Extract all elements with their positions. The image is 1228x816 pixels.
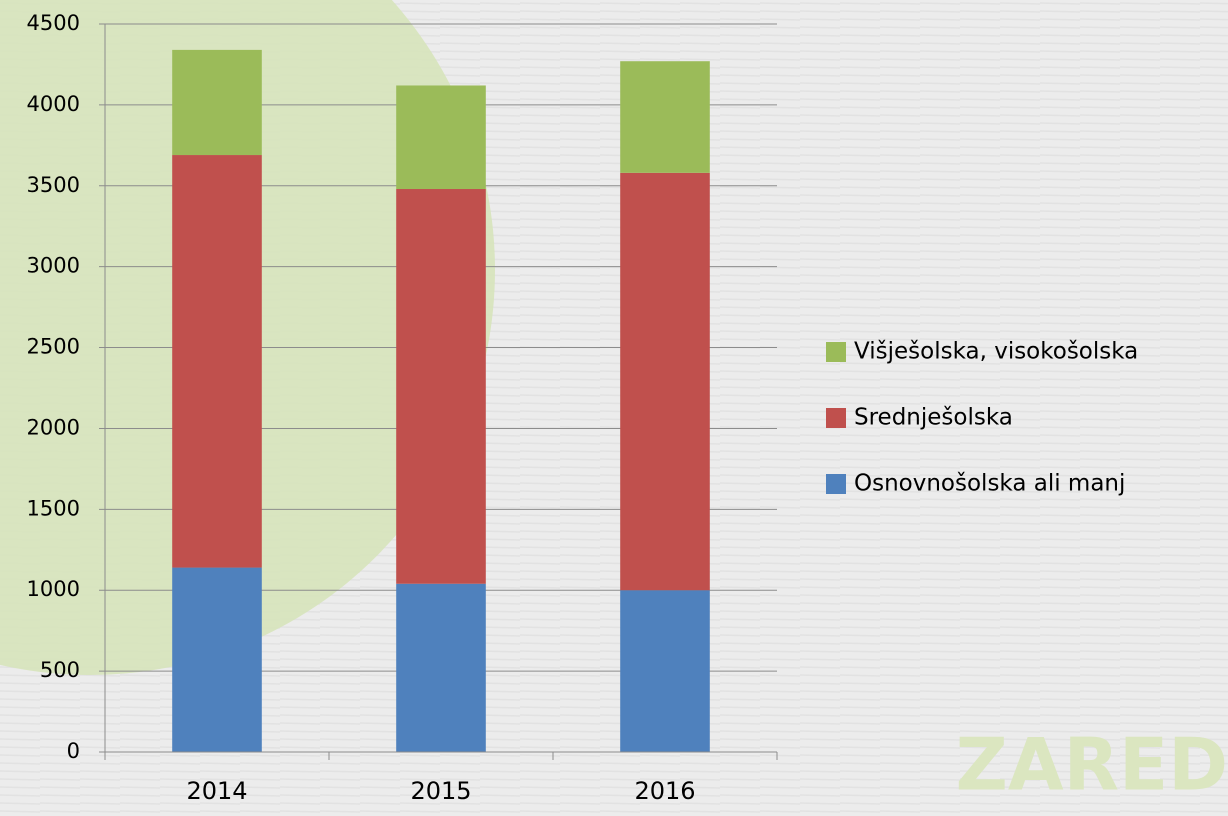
y-tick-label: 0	[67, 739, 80, 763]
y-tick-label: 4000	[27, 92, 80, 116]
y-tick-label: 4500	[27, 11, 80, 35]
y-tick-label: 2500	[27, 335, 80, 359]
bar-segment	[172, 155, 262, 568]
legend-label: Srednješolska	[854, 405, 1013, 431]
x-tick-label: 2014	[186, 777, 247, 805]
bar-segment	[172, 567, 262, 752]
bar-segment	[620, 61, 710, 173]
bar-segment	[396, 85, 486, 190]
y-tick-label: 1000	[27, 577, 80, 601]
bar-segment	[620, 172, 710, 591]
bar-segment	[620, 590, 710, 752]
bar-segment	[396, 583, 486, 752]
bar-segment	[396, 189, 486, 584]
y-tick-label: 3500	[27, 173, 80, 197]
legend-label: Osnovnošolska ali manj	[854, 471, 1125, 497]
y-tick-label: 2000	[27, 415, 80, 439]
legend-swatch	[826, 408, 846, 428]
y-tick-label: 1500	[27, 496, 80, 520]
y-tick-label: 3000	[27, 254, 80, 278]
bar-segment	[172, 49, 262, 156]
x-tick-label: 2016	[634, 777, 695, 805]
y-tick-label: 500	[40, 658, 80, 682]
watermark: ZARED	[956, 723, 1228, 807]
legend-swatch	[826, 342, 846, 362]
legend-label: Višješolska, visokošolska	[854, 339, 1138, 365]
legend-swatch	[826, 474, 846, 494]
x-tick-label: 2015	[410, 777, 471, 805]
